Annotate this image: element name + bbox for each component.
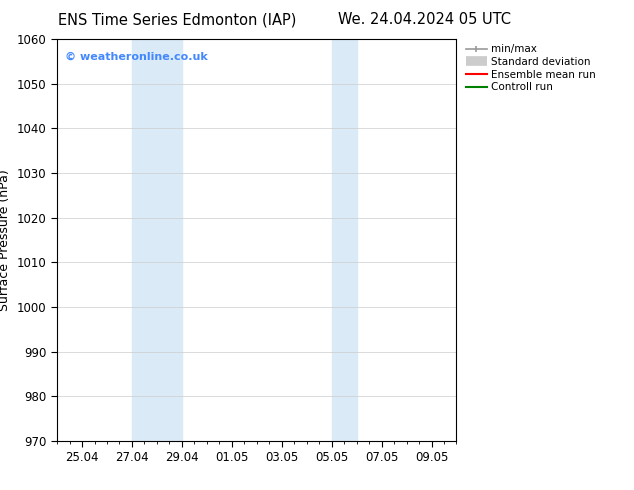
Bar	[332, 39, 356, 441]
Text: © weatheronline.co.uk: © weatheronline.co.uk	[65, 51, 208, 61]
Y-axis label: Surface Pressure (hPa): Surface Pressure (hPa)	[0, 169, 11, 311]
Text: ENS Time Series Edmonton (IAP): ENS Time Series Edmonton (IAP)	[58, 12, 297, 27]
Bar	[132, 39, 182, 441]
Text: We. 24.04.2024 05 UTC: We. 24.04.2024 05 UTC	[339, 12, 511, 27]
Legend: min/max, Standard deviation, Ensemble mean run, Controll run: min/max, Standard deviation, Ensemble me…	[466, 45, 595, 92]
